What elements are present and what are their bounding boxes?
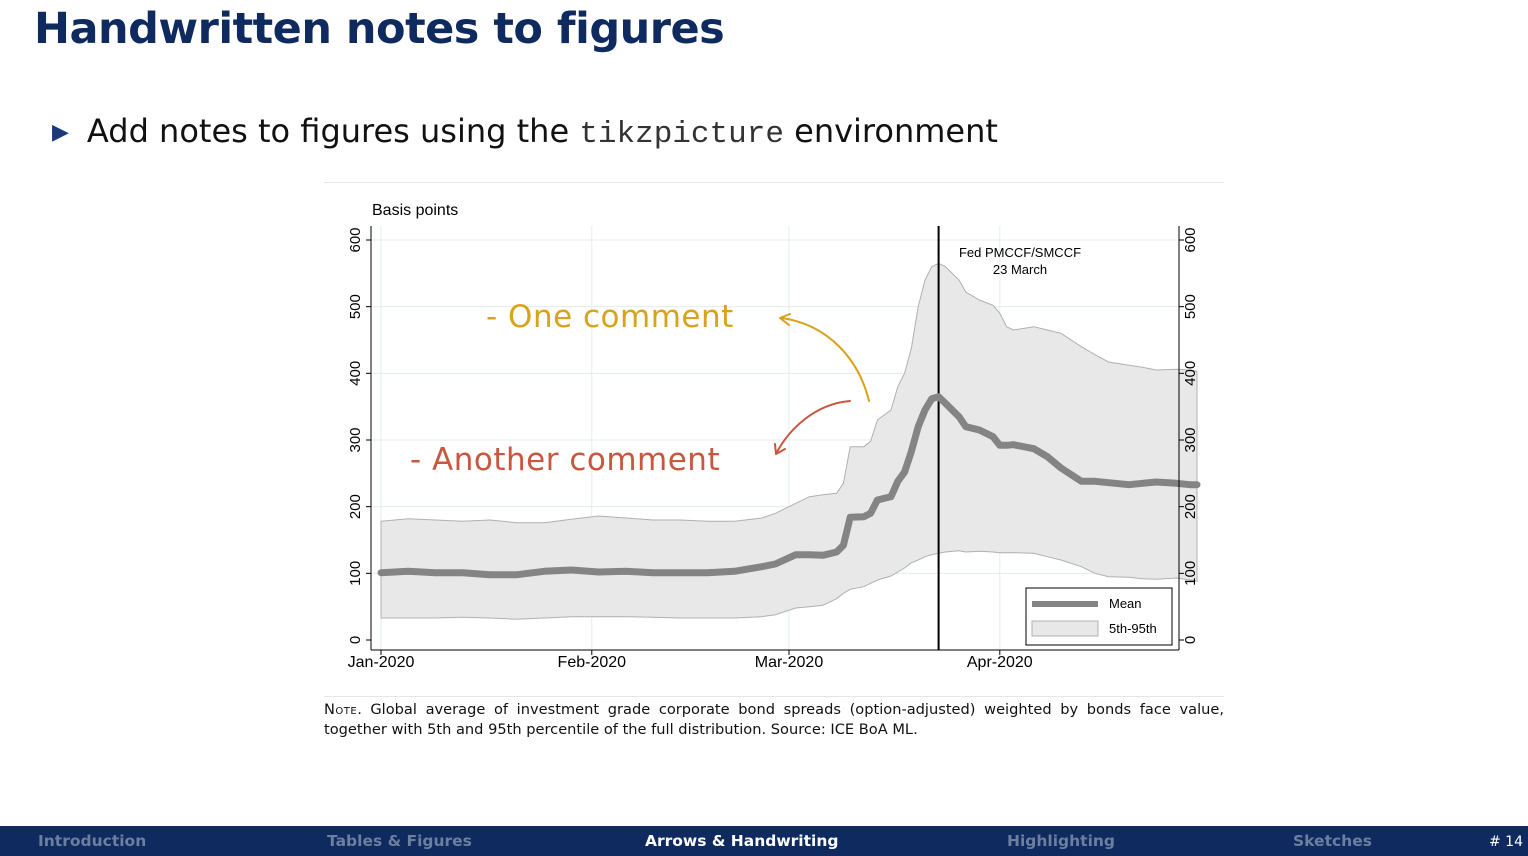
handwritten-note-one: - One comment <box>486 299 734 335</box>
figure-note: Note. Global average of investment grade … <box>324 700 1224 740</box>
note-one-arrow <box>781 317 870 402</box>
note-text: Global average of investment grade corpo… <box>324 701 1224 738</box>
y-tick-label-right: 600 <box>1182 227 1199 252</box>
footer-item-sketches[interactable]: Sketches <box>1293 832 1372 850</box>
annotation-line-1: Fed PMCCF/SMCCF <box>959 245 1081 260</box>
chart-axes: 0 0 100 100 200 200 300 300 400 400 500 500 600 600 Ja… <box>347 226 1199 671</box>
triangle-bullet-icon: ▶ <box>52 119 69 145</box>
legend-band-swatch <box>1031 620 1099 637</box>
legend-mean-label: Mean <box>1109 596 1142 611</box>
note-two-arrow <box>776 400 851 453</box>
footer-item-arrows-handwriting[interactable]: Arrows & Handwriting <box>645 832 839 850</box>
y-tick-label-right: 0 <box>1182 636 1199 644</box>
bullet-prefix: Add notes to figures using the <box>86 112 570 150</box>
y-tick-label-left: 500 <box>347 294 364 319</box>
chart-grid <box>371 226 1179 650</box>
footer-item-highlighting[interactable]: Highlighting <box>1007 832 1116 850</box>
y-tick-label-right: 500 <box>1182 294 1199 319</box>
x-tick-label: Feb-2020 <box>558 654 627 671</box>
annotation-line-2: 23 March <box>993 262 1047 277</box>
percentile-band <box>380 262 1198 620</box>
y-tick-label-left: 300 <box>347 427 364 452</box>
y-tick-label-right: 100 <box>1182 561 1199 586</box>
note-label: Note. <box>324 701 363 718</box>
y-tick-label-left: 200 <box>347 494 364 519</box>
note-one-arrowhead-icon <box>779 313 791 326</box>
x-tick-label: Apr-2020 <box>967 654 1033 671</box>
y-axis-title: Basis points <box>372 202 458 219</box>
slide-title: Handwritten notes to figures <box>34 4 725 54</box>
legend: Mean 5th-95th <box>1025 587 1173 646</box>
page-number: # 14 <box>1489 834 1523 850</box>
y-tick-label-right: 300 <box>1182 427 1199 452</box>
bullet-code: tikzpicture <box>579 117 784 152</box>
footer-item-tables-figures[interactable]: Tables & Figures <box>327 832 472 850</box>
figure-bottom-rule <box>324 696 1224 697</box>
y-tick-label-left: 0 <box>347 636 364 644</box>
legend-band-label: 5th-95th <box>1109 621 1157 636</box>
y-tick-label-left: 600 <box>347 227 364 252</box>
mean-line <box>377 393 1201 579</box>
x-tick-label: Jan-2020 <box>348 654 415 671</box>
y-tick-label-left: 100 <box>347 561 364 586</box>
handwritten-note-two: - Another comment <box>410 442 720 478</box>
bullet-text: Add notes to figures using the tikzpictu… <box>87 112 998 152</box>
y-tick-label-left: 400 <box>347 361 364 386</box>
spread-chart: 0 0 100 100 200 200 300 300 400 400 500 500 600 600 Ja… <box>347 202 1201 671</box>
footer-item-introduction[interactable]: Introduction <box>38 832 147 850</box>
y-tick-label-right: 400 <box>1182 361 1199 386</box>
bullet-suffix: environment <box>794 112 998 150</box>
x-tick-label: Mar-2020 <box>755 654 824 671</box>
figure-top-rule <box>324 182 1224 183</box>
note-two-arrowhead-icon <box>774 443 786 455</box>
footer-nav: Introduction Tables & Figures Arrows & H… <box>0 826 1528 856</box>
bullet-item: ▶ Add notes to figures using the tikzpic… <box>52 112 998 152</box>
y-tick-label-right: 200 <box>1182 494 1199 519</box>
